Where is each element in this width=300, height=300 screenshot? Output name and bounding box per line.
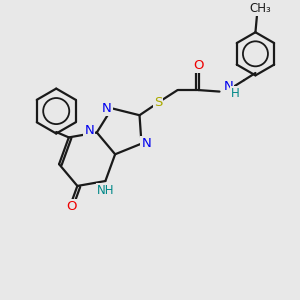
Text: N: N <box>102 102 112 115</box>
Text: CH₃: CH₃ <box>249 2 271 15</box>
Text: O: O <box>67 200 77 213</box>
Text: O: O <box>193 59 204 72</box>
Text: S: S <box>154 96 162 109</box>
Text: N: N <box>141 137 151 150</box>
Text: N: N <box>224 80 233 93</box>
Text: H: H <box>231 87 240 100</box>
Text: N: N <box>85 124 94 137</box>
Text: NH: NH <box>97 184 114 197</box>
